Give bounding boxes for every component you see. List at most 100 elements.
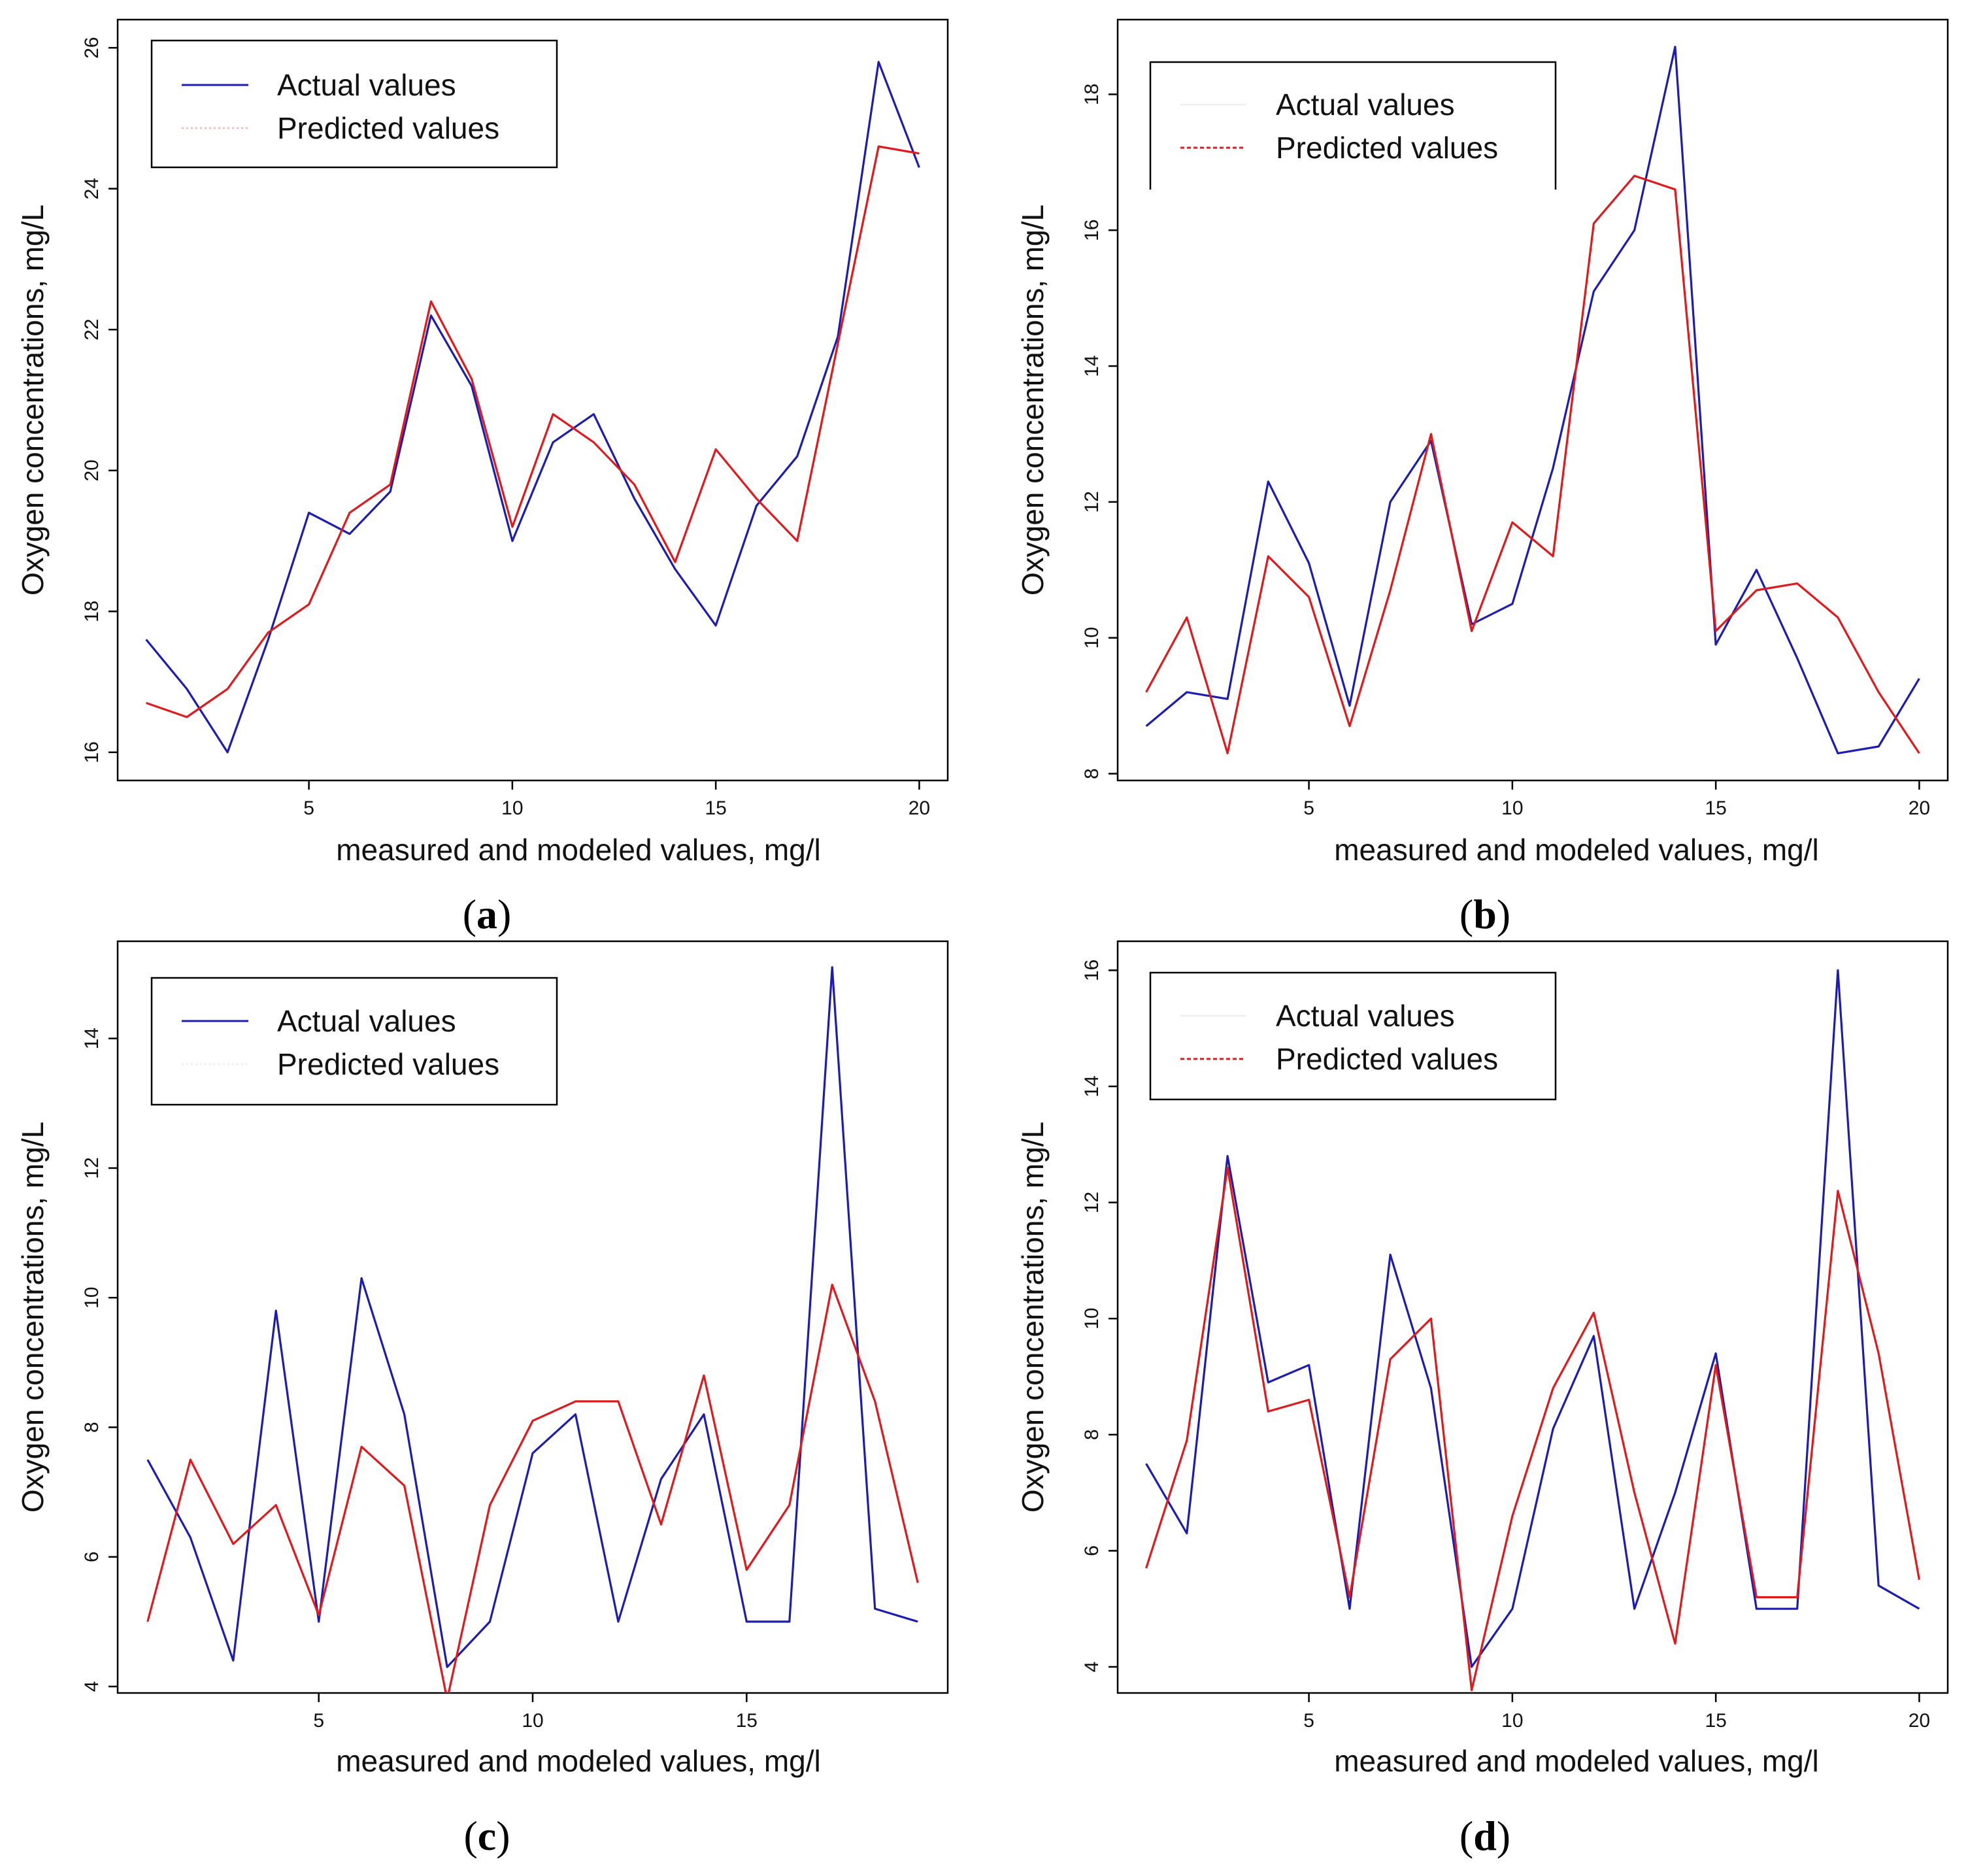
panel-d-caption: (d) — [1459, 1813, 1510, 1859]
panel-d-legend-label-predicted: Predicted values — [1276, 1042, 1498, 1076]
panel-d-x-tick-label: 15 — [1705, 1710, 1726, 1732]
panel-c-y-tick-label: 6 — [81, 1551, 103, 1562]
panel-b-y-tick-label: 14 — [1081, 355, 1103, 377]
panel-b-y-tick-label: 16 — [1081, 219, 1103, 241]
panel-a-y-tick-label: 20 — [81, 460, 103, 481]
panel-a-series-actual-line — [145, 61, 920, 754]
panel-d-y-tick-label: 14 — [1081, 1075, 1103, 1097]
panel-a-y-tick-label: 18 — [81, 601, 103, 622]
panel-a-x-tick-label: 15 — [705, 797, 726, 819]
panel-b-legend-box — [1149, 61, 1557, 190]
panel-b-legend-label-actual: Actual values — [1276, 88, 1455, 122]
panel-b-ylabel: Oxygen concentrations, mg/L — [1016, 205, 1050, 595]
panel-d-y-tick-label: 16 — [1081, 960, 1103, 981]
panel-c-y-tick-label: 14 — [81, 1028, 103, 1049]
panel-c-xlabel: measured and modeled values, mg/l — [336, 1744, 821, 1778]
panel-c-series-predicted-line — [146, 1283, 919, 1693]
panel-b-x-tick-label: 20 — [1909, 797, 1930, 819]
panel-c-y-tick-label: 12 — [81, 1157, 103, 1179]
panel-b-caption-letter: b — [1473, 891, 1497, 937]
panel-d-xlabel: measured and modeled values, mg/l — [1334, 1744, 1819, 1778]
panel-b-y-tick-label: 8 — [1081, 768, 1103, 779]
panel-b-legend: Actual values Predicted values — [1149, 61, 1557, 190]
panel-c-x-tick-label: 15 — [736, 1710, 758, 1732]
panel-a-series-lines — [145, 61, 920, 754]
panel-c-y-ticks: 4 6 8 10 12 14 — [81, 1028, 118, 1692]
panel-d-y-tick-label: 12 — [1081, 1192, 1103, 1213]
panel-a-x-ticks: 5 10 15 20 — [303, 780, 930, 819]
panel-c-legend: Actual values Predicted values — [150, 977, 558, 1106]
panel-c-series-actual-line — [146, 966, 918, 1668]
panel-a-caption: (a) — [463, 891, 512, 937]
panel-d-y-tick-label: 10 — [1081, 1308, 1103, 1330]
panel-a: 5 10 15 20 16 18 20 22 24 26 Oxygen concentratio… — [16, 18, 949, 937]
panel-b-x-tick-label: 10 — [1501, 797, 1523, 819]
panel-b-x-tick-label: 5 — [1303, 797, 1314, 819]
panel-a-x-tick-label: 5 — [303, 797, 314, 819]
panel-c-caption: (c) — [463, 1813, 510, 1859]
panel-a-caption-letter: a — [476, 891, 497, 937]
panel-c: 5 10 15 4 6 8 10 12 14 Oxygen concentrations, m… — [16, 940, 949, 1859]
panel-a-y-ticks: 16 18 20 22 24 26 — [81, 37, 118, 763]
panel-b-caption: (b) — [1459, 891, 1510, 937]
panel-c-ylabel: Oxygen concentrations, mg/L — [16, 1122, 50, 1513]
panel-d-legend-label-actual: Actual values — [1276, 999, 1455, 1033]
panel-d-series-predicted-line — [1145, 1166, 1920, 1692]
panel-a-legend-box — [150, 39, 558, 169]
panel-a-plot-frame — [116, 18, 949, 782]
panel-d-x-tick-label: 20 — [1909, 1710, 1930, 1732]
panel-d-legend-box — [1149, 971, 1557, 1101]
panel-a-xlabel: measured and modeled values, mg/l — [336, 833, 821, 867]
panel-c-x-tick-label: 10 — [522, 1710, 543, 1732]
panel-a-y-tick-label: 22 — [81, 319, 103, 341]
panel-d-x-ticks: 5 10 15 20 — [1303, 1693, 1930, 1732]
panel-c-y-tick-label: 4 — [81, 1681, 103, 1692]
panel-b-xlabel: measured and modeled values, mg/l — [1334, 833, 1819, 867]
panel-b-series-lines — [1145, 45, 1920, 755]
panel-b-x-ticks: 5 10 15 20 — [1303, 780, 1930, 819]
panel-a-ylabel: Oxygen concentrations, mg/L — [16, 205, 50, 595]
panel-b-series-actual-line — [1145, 45, 1920, 755]
panel-c-caption-letter: c — [478, 1813, 496, 1859]
panel-c-x-ticks: 5 10 15 — [313, 1693, 758, 1732]
panel-b-x-tick-label: 15 — [1705, 797, 1726, 819]
panel-b-series-predicted-line — [1145, 175, 1920, 755]
panel-c-y-tick-label: 8 — [81, 1422, 103, 1433]
panel-c-legend-label-actual: Actual values — [277, 1004, 456, 1038]
panel-d-plot-frame — [1116, 940, 1949, 1694]
panel-a-y-tick-label: 24 — [81, 178, 103, 199]
panel-c-legend-label-predicted: Predicted values — [277, 1047, 499, 1081]
panel-b-legend-bg — [1150, 62, 1556, 189]
panel-b-legend-label-predicted: Predicted values — [1276, 131, 1498, 165]
panel-d: 5 10 15 20 4 6 8 10 12 14 16 Oxygen concentration… — [1016, 940, 1949, 1859]
panel-a-x-tick-label: 20 — [909, 797, 930, 819]
panel-a-legend-label-actual: Actual values — [277, 68, 456, 102]
panel-c-y-tick-label: 10 — [81, 1287, 103, 1309]
panel-d-caption-letter: d — [1473, 1813, 1497, 1859]
panel-d-series-actual-line — [1145, 969, 1920, 1668]
panel-c-x-tick-label: 5 — [313, 1710, 324, 1732]
panel-a-x-tick-label: 10 — [501, 797, 523, 819]
panel-d-x-tick-label: 10 — [1501, 1710, 1523, 1732]
panel-d-ylabel: Oxygen concentrations, mg/L — [1016, 1122, 1050, 1513]
panel-d-y-tick-label: 8 — [1081, 1429, 1103, 1440]
panel-b-y-tick-label: 12 — [1081, 491, 1103, 512]
panel-d-series-lines — [1145, 969, 1920, 1692]
panel-b-y-ticks: 8 10 12 14 16 18 — [1081, 84, 1118, 779]
panel-b-y-tick-label: 10 — [1081, 627, 1103, 648]
panel-b-plot-frame — [1116, 18, 1949, 782]
panel-a-y-tick-label: 26 — [81, 37, 103, 58]
panel-c-series-lines — [146, 966, 919, 1693]
panel-d-y-ticks: 4 6 8 10 12 14 16 — [1081, 960, 1118, 1672]
panel-a-series-predicted-line — [146, 145, 920, 718]
panel-d-y-tick-label: 6 — [1081, 1545, 1103, 1556]
panel-b: 5 10 15 20 8 10 12 14 16 18 Oxygen concentration… — [1016, 18, 1949, 937]
panel-a-y-tick-label: 16 — [81, 741, 103, 763]
panel-b-y-tick-label: 18 — [1081, 84, 1103, 105]
panel-d-legend: Actual values Predicted values — [1149, 971, 1557, 1101]
panel-c-legend-box — [150, 977, 558, 1106]
panel-d-x-tick-label: 5 — [1303, 1710, 1314, 1732]
panel-a-legend-label-predicted: Predicted values — [277, 111, 499, 145]
panel-a-legend: Actual values Predicted values — [150, 39, 558, 169]
